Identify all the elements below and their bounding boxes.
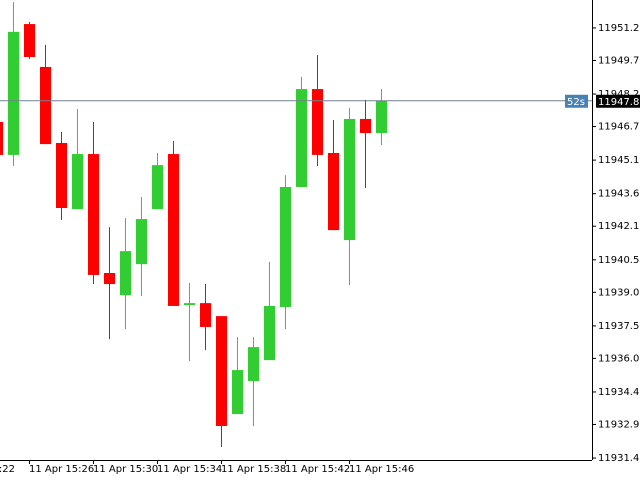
y-tick-label: 11943.60 [598, 189, 640, 200]
x-tick-label: 11 Apr 15:38 [221, 464, 286, 475]
candle-body [56, 143, 67, 209]
y-tick-label: 11936.00 [598, 353, 640, 364]
y-tick-label: 11939.05 [598, 287, 640, 298]
timer-label: 52s [567, 97, 585, 108]
current-price-label: 11947.89 [598, 97, 640, 108]
x-tick-label: 11 Apr 15:34 [157, 464, 222, 475]
candle-body [232, 370, 243, 415]
current-price-box [596, 94, 640, 108]
candle-body [104, 273, 115, 285]
y-tick-label: 11942.10 [598, 221, 640, 232]
y-tick-label: 11937.50 [598, 321, 640, 332]
y-tick-label: 11948.20 [598, 89, 640, 100]
candle-body [40, 66, 51, 145]
candle-body [248, 347, 259, 382]
x-tick-label: 11 Apr 15:26 [29, 464, 94, 475]
x-tick-label: 11 Apr 15:42 [285, 464, 350, 475]
candle-body [136, 219, 147, 265]
candle-body [0, 121, 3, 155]
candle-body [120, 251, 131, 296]
candle-body [296, 89, 307, 187]
y-tick-label: 11934.45 [598, 387, 640, 398]
candle-body [184, 303, 195, 306]
candle-body [24, 24, 35, 57]
candle-body [216, 316, 227, 426]
candle-body [200, 303, 211, 327]
timer-box [565, 94, 588, 108]
y-tick-label: 11931.40 [598, 453, 640, 464]
candle-body [88, 154, 99, 275]
y-tick-label: 11951.25 [598, 23, 640, 34]
y-tick-label: 11932.95 [598, 419, 640, 430]
x-tick-label: 5:22 [0, 464, 15, 475]
candle-body [360, 118, 371, 134]
candle-body [280, 186, 291, 308]
candle-body [328, 152, 339, 231]
x-tick-label: 11 Apr 15:30 [93, 464, 158, 475]
candle-body [152, 165, 163, 210]
y-tick-label: 11945.15 [598, 155, 640, 166]
y-tick-label: 11946.70 [598, 122, 640, 133]
x-tick-label: 11 Apr 15:46 [349, 464, 414, 475]
candle-body [264, 305, 275, 361]
candle-body [344, 118, 355, 241]
candle-body [168, 154, 179, 306]
y-tick-label: 11940.55 [598, 255, 640, 266]
candle-body [312, 89, 323, 155]
candle-body [72, 154, 83, 210]
candle-body [8, 31, 19, 155]
y-tick-label: 11949.75 [598, 55, 640, 66]
candle-body [376, 100, 387, 134]
